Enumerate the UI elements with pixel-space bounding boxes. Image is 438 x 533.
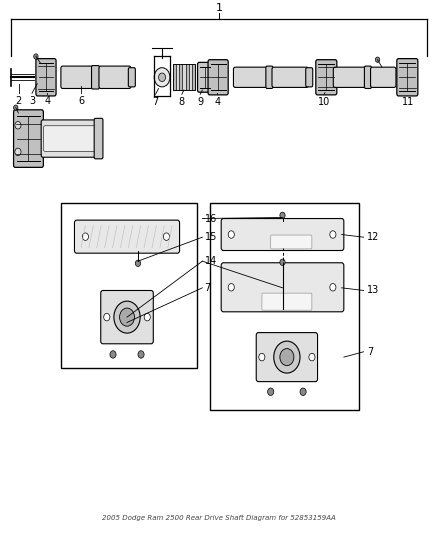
Bar bbox=[61, 203, 197, 368]
Circle shape bbox=[330, 231, 336, 238]
FancyBboxPatch shape bbox=[371, 67, 396, 87]
FancyBboxPatch shape bbox=[266, 66, 273, 88]
Circle shape bbox=[14, 105, 18, 110]
Text: 2005 Dodge Ram 2500 Rear Drive Shaft Diagram for 52853159AA: 2005 Dodge Ram 2500 Rear Drive Shaft Dia… bbox=[102, 515, 336, 521]
Text: 15: 15 bbox=[205, 232, 217, 242]
Circle shape bbox=[280, 212, 285, 219]
FancyBboxPatch shape bbox=[364, 66, 371, 88]
FancyBboxPatch shape bbox=[397, 59, 418, 96]
Text: 4: 4 bbox=[214, 97, 220, 107]
Circle shape bbox=[280, 259, 285, 265]
Bar bbox=[176, 64, 179, 90]
FancyBboxPatch shape bbox=[128, 68, 135, 87]
Bar bbox=[186, 64, 189, 90]
Circle shape bbox=[34, 54, 38, 59]
Bar bbox=[182, 64, 186, 90]
Text: 9: 9 bbox=[197, 97, 203, 107]
Text: 16: 16 bbox=[205, 214, 217, 223]
FancyBboxPatch shape bbox=[101, 290, 153, 344]
FancyBboxPatch shape bbox=[316, 60, 337, 95]
Circle shape bbox=[120, 308, 134, 326]
Circle shape bbox=[138, 351, 144, 358]
FancyBboxPatch shape bbox=[208, 60, 228, 95]
Circle shape bbox=[144, 313, 150, 321]
Text: 7: 7 bbox=[205, 283, 211, 293]
Text: 7: 7 bbox=[367, 347, 373, 357]
FancyBboxPatch shape bbox=[272, 67, 308, 87]
FancyBboxPatch shape bbox=[333, 67, 367, 87]
FancyBboxPatch shape bbox=[61, 66, 93, 88]
Text: 7: 7 bbox=[152, 97, 159, 107]
Text: 14: 14 bbox=[205, 256, 217, 266]
Circle shape bbox=[15, 148, 21, 156]
Circle shape bbox=[163, 233, 170, 240]
FancyBboxPatch shape bbox=[99, 66, 131, 88]
Text: 8: 8 bbox=[179, 97, 185, 107]
FancyBboxPatch shape bbox=[74, 220, 180, 253]
Text: 11: 11 bbox=[402, 97, 414, 107]
Bar bbox=[189, 64, 192, 90]
Circle shape bbox=[268, 388, 274, 395]
Circle shape bbox=[300, 388, 306, 395]
Circle shape bbox=[280, 349, 294, 366]
Circle shape bbox=[114, 301, 140, 333]
Circle shape bbox=[135, 260, 141, 266]
Text: 6: 6 bbox=[78, 96, 84, 106]
Circle shape bbox=[375, 57, 380, 62]
Circle shape bbox=[104, 313, 110, 321]
Text: 2: 2 bbox=[16, 96, 22, 106]
FancyBboxPatch shape bbox=[14, 110, 43, 167]
Bar bbox=[210, 203, 359, 410]
FancyBboxPatch shape bbox=[256, 333, 318, 382]
FancyBboxPatch shape bbox=[198, 62, 212, 92]
Circle shape bbox=[228, 231, 234, 238]
FancyBboxPatch shape bbox=[233, 67, 269, 87]
Circle shape bbox=[259, 353, 265, 361]
Text: 10: 10 bbox=[318, 97, 330, 107]
Circle shape bbox=[330, 284, 336, 291]
Text: 3: 3 bbox=[29, 96, 35, 106]
FancyBboxPatch shape bbox=[306, 68, 313, 87]
FancyBboxPatch shape bbox=[94, 118, 103, 159]
Bar bbox=[192, 64, 195, 90]
Text: 12: 12 bbox=[367, 232, 379, 242]
Bar bbox=[179, 64, 182, 90]
Bar bbox=[173, 64, 195, 90]
FancyBboxPatch shape bbox=[221, 263, 344, 312]
Circle shape bbox=[159, 73, 166, 82]
Text: 13: 13 bbox=[367, 286, 379, 295]
FancyBboxPatch shape bbox=[41, 120, 98, 157]
Circle shape bbox=[154, 68, 170, 87]
Circle shape bbox=[110, 351, 116, 358]
FancyBboxPatch shape bbox=[271, 235, 312, 249]
Circle shape bbox=[82, 233, 88, 240]
Circle shape bbox=[309, 353, 315, 361]
FancyBboxPatch shape bbox=[221, 219, 344, 251]
FancyBboxPatch shape bbox=[36, 59, 56, 96]
Text: 1: 1 bbox=[215, 3, 223, 13]
Circle shape bbox=[274, 341, 300, 373]
Bar bbox=[173, 64, 176, 90]
FancyBboxPatch shape bbox=[43, 126, 96, 151]
Circle shape bbox=[15, 122, 21, 129]
Circle shape bbox=[228, 284, 234, 291]
Text: 4: 4 bbox=[44, 96, 50, 106]
FancyBboxPatch shape bbox=[262, 293, 312, 310]
FancyBboxPatch shape bbox=[92, 66, 99, 89]
